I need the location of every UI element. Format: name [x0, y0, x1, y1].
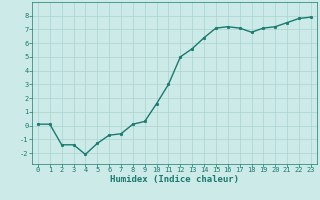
- X-axis label: Humidex (Indice chaleur): Humidex (Indice chaleur): [110, 175, 239, 184]
